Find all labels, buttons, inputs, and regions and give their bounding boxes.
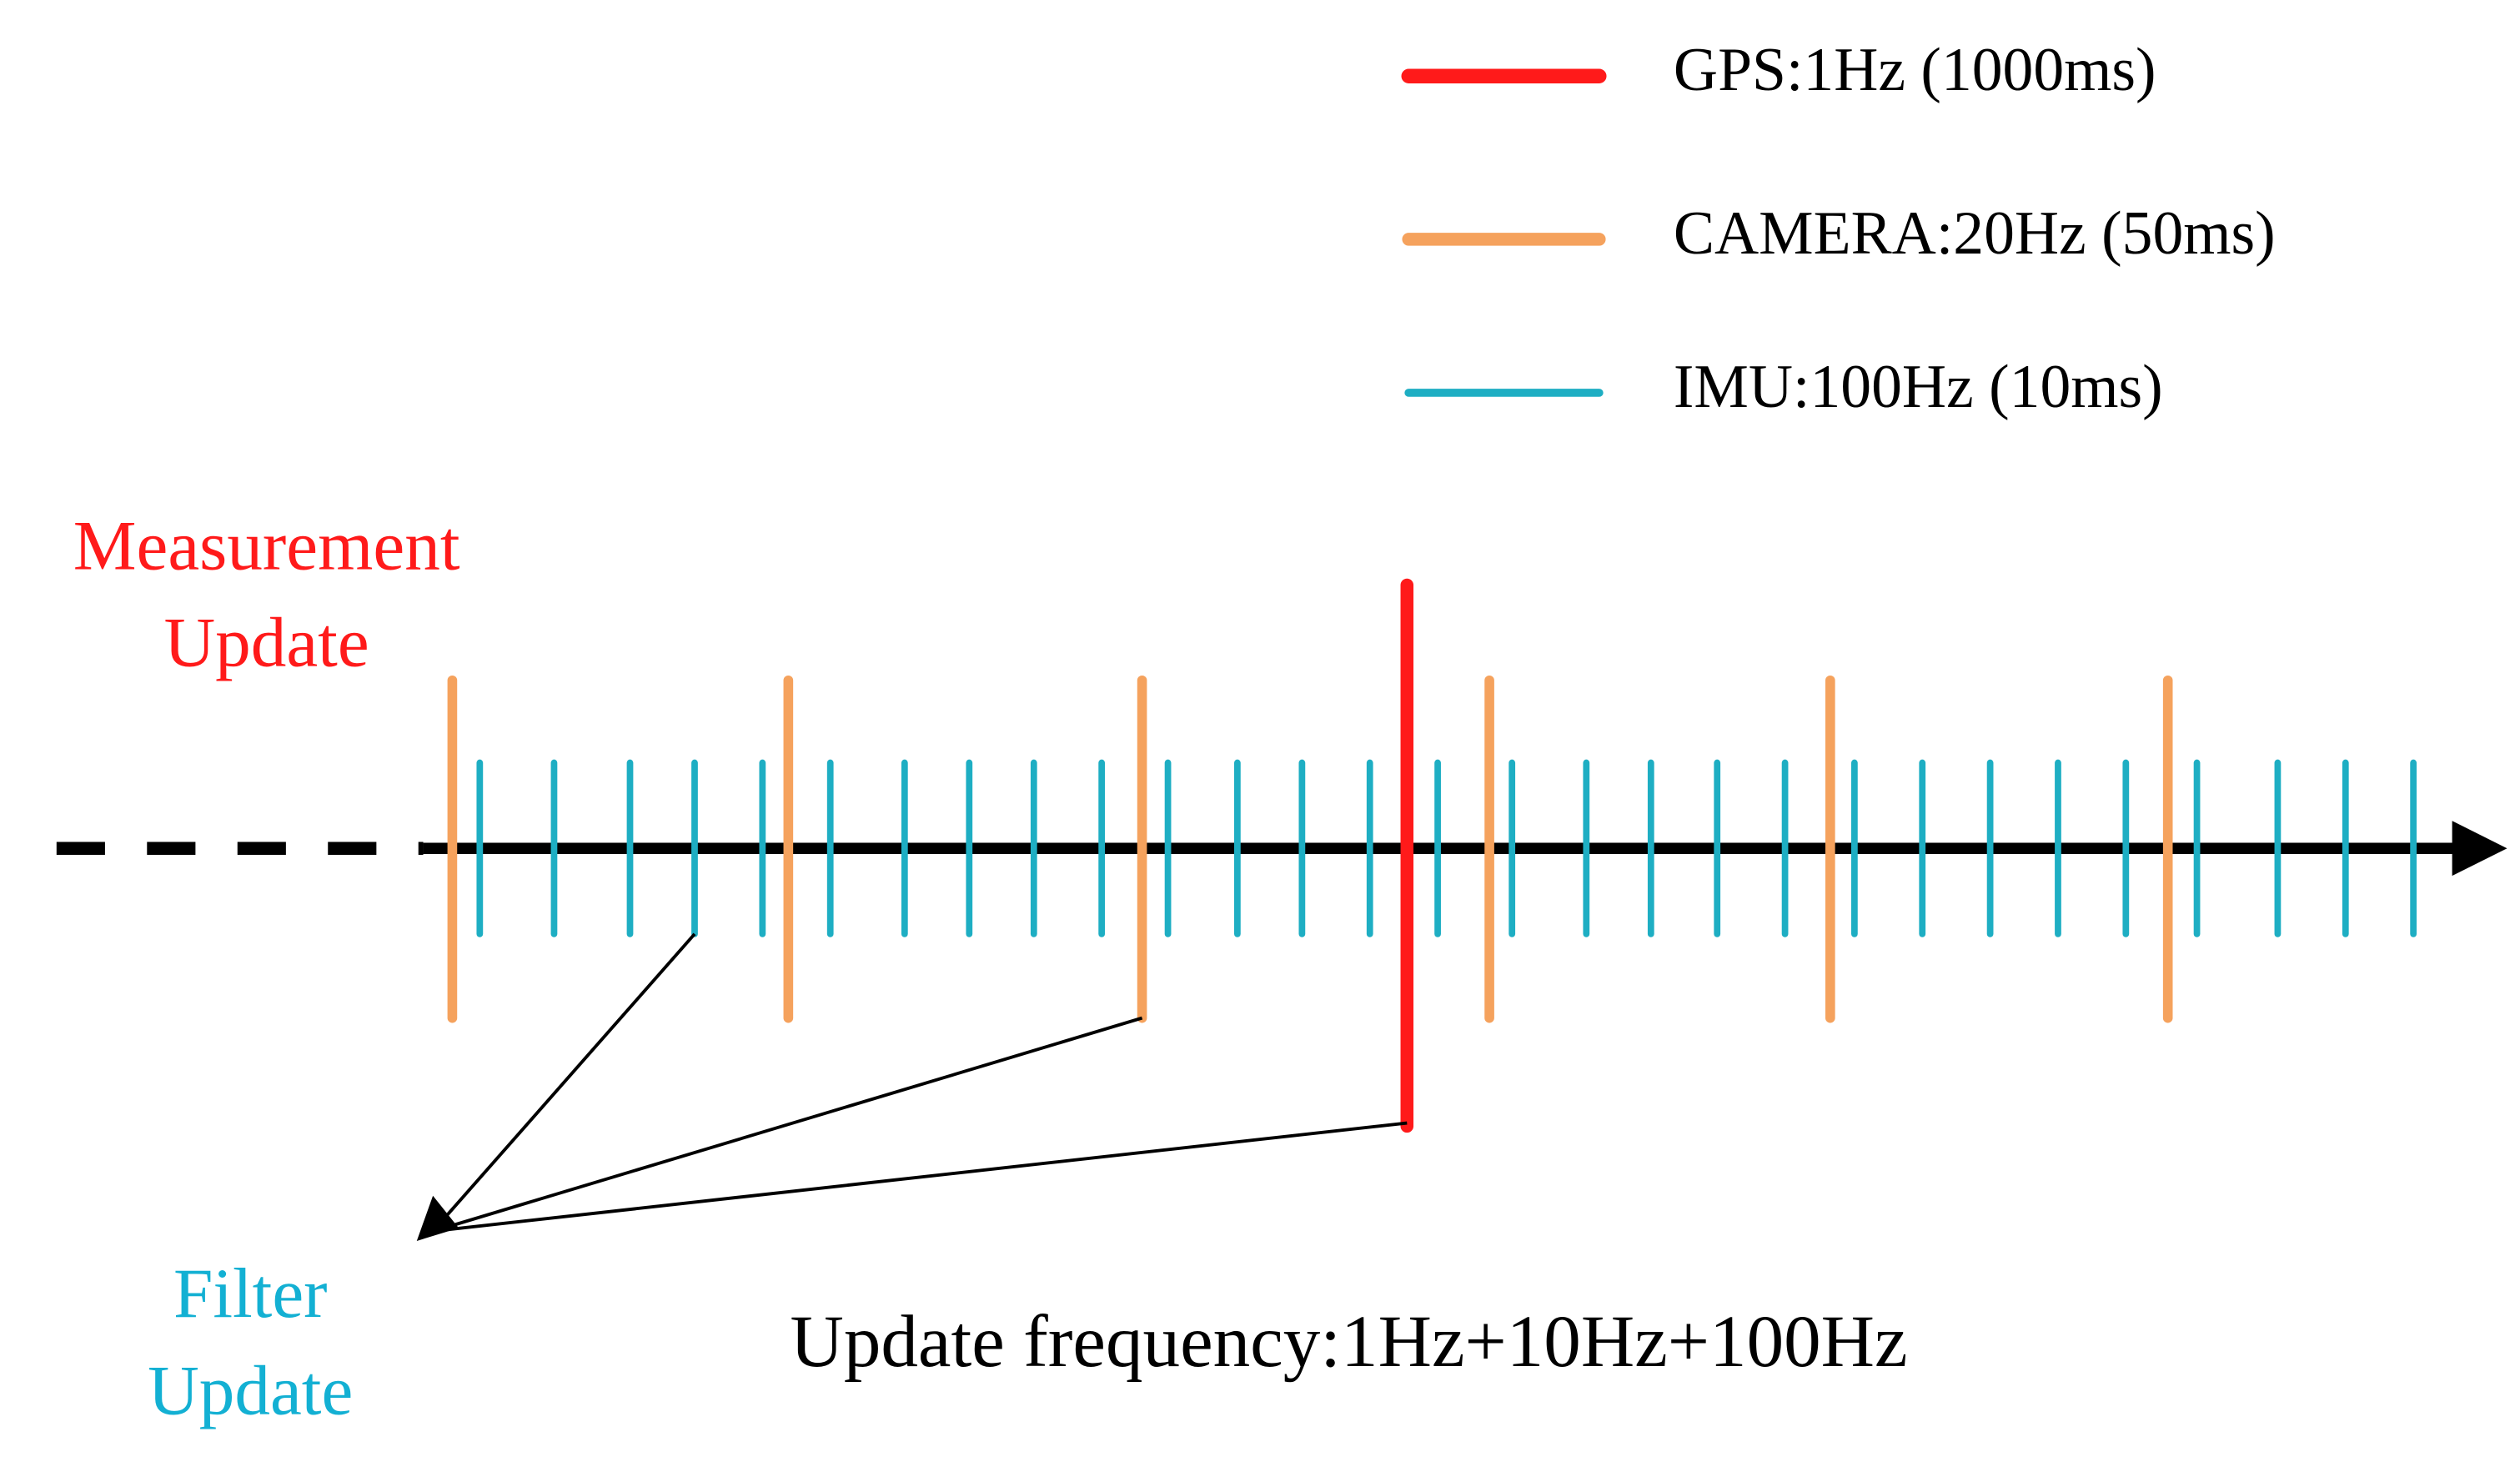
tick-group: [447, 675, 2417, 1023]
legend-label: CAMERA:20Hz (50ms): [1674, 198, 2276, 267]
filter-label: Update: [148, 1351, 353, 1429]
filter-label: Filter: [173, 1254, 328, 1333]
arrow: [432, 1121, 1408, 1233]
measurement-label: Update: [164, 604, 369, 682]
arrow: [432, 1016, 1143, 1233]
arrow: [431, 932, 696, 1233]
caption: Update frequency:1Hz+10Hz+100Hz: [790, 1301, 1907, 1383]
measurement-label: Measurement: [73, 506, 460, 585]
legend-label: IMU:100Hz (10ms): [1674, 352, 2163, 420]
arrow-head: [416, 1195, 459, 1241]
axis-arrow: [2452, 821, 2507, 877]
legend-label: GPS:1Hz (1000ms): [1674, 35, 2156, 103]
